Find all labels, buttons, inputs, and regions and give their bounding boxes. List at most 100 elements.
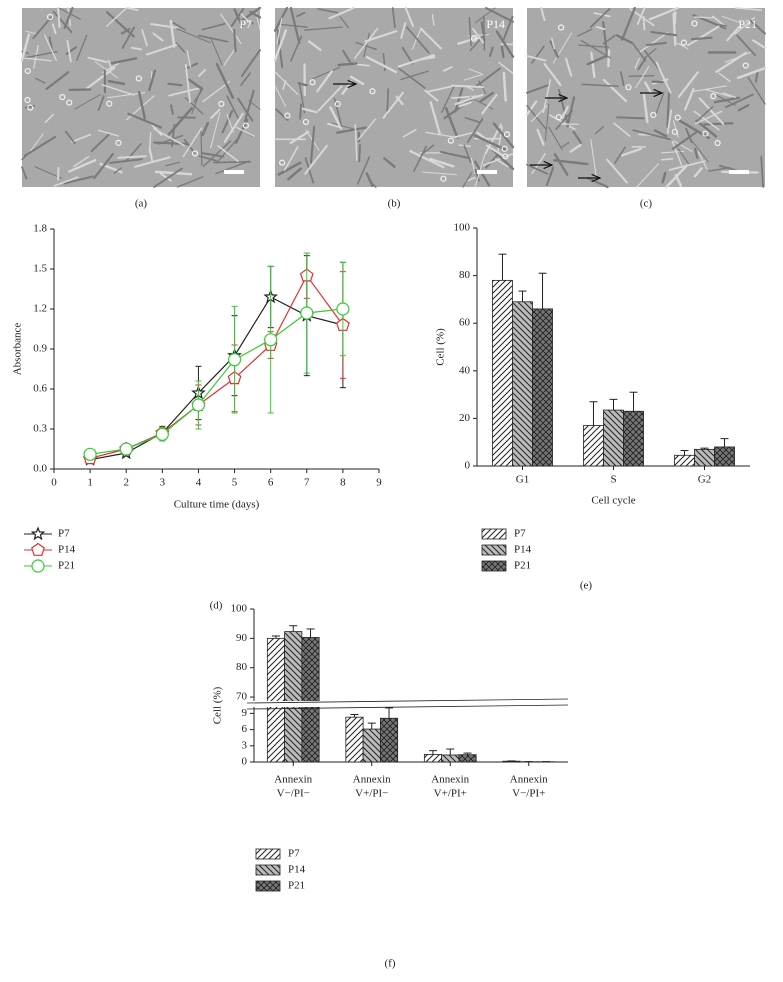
cell <box>671 141 683 166</box>
bar <box>694 448 715 467</box>
cell <box>502 71 507 102</box>
cell <box>525 84 550 94</box>
cell <box>21 155 28 161</box>
y-axis-label: Absorbance <box>12 323 24 376</box>
cell <box>406 26 430 54</box>
cell <box>283 146 299 171</box>
cell <box>545 166 555 186</box>
cell <box>637 57 647 71</box>
cell <box>540 7 546 21</box>
cell <box>498 61 514 75</box>
cell-body <box>447 137 454 144</box>
legend-marker <box>31 542 45 556</box>
cell <box>221 109 234 134</box>
cell <box>594 126 605 135</box>
cell <box>544 103 550 141</box>
cell <box>304 26 343 31</box>
cell <box>301 107 318 114</box>
cell <box>479 91 495 103</box>
cell <box>593 12 611 18</box>
y-tick-label: 0.3 <box>33 423 47 435</box>
cell <box>473 67 501 89</box>
cell <box>152 32 164 42</box>
cell <box>365 55 398 74</box>
cell <box>694 16 714 19</box>
cell-body <box>680 39 687 46</box>
panel-label: P14 <box>486 17 505 31</box>
cell <box>536 128 545 146</box>
cell <box>454 87 464 113</box>
x-tick-label: V−/PI− <box>277 788 310 800</box>
x-tick-label: G1 <box>516 474 529 486</box>
cell <box>59 7 81 20</box>
bar <box>623 410 644 467</box>
cell <box>661 171 667 184</box>
cell <box>216 135 241 164</box>
cell <box>422 171 458 176</box>
cell-body <box>284 112 291 119</box>
cell <box>736 34 756 57</box>
cell <box>586 55 607 66</box>
cell <box>439 150 471 160</box>
y-tick-label: 80 <box>236 661 248 673</box>
bar <box>714 446 735 467</box>
x-tick-label: 8 <box>340 477 346 489</box>
cell <box>463 144 472 163</box>
y-tick-label: 20 <box>459 412 471 424</box>
cell <box>526 55 547 62</box>
cell <box>226 95 240 121</box>
cell <box>462 172 473 188</box>
cell <box>273 29 288 62</box>
cell <box>569 143 582 153</box>
cell <box>634 57 640 69</box>
cell <box>141 28 148 47</box>
cell <box>676 42 689 50</box>
cell <box>694 110 723 125</box>
legend-label: P21 <box>288 880 305 892</box>
cell-body <box>650 111 657 119</box>
cell <box>697 151 708 170</box>
x-tick-label: 1 <box>87 477 93 489</box>
cell <box>400 22 407 39</box>
cell <box>421 144 435 156</box>
cell-body <box>66 99 73 106</box>
cell <box>694 147 699 159</box>
x-tick-label: 4 <box>196 477 202 489</box>
cell <box>693 167 703 178</box>
legend-label: P14 <box>288 864 306 876</box>
cell <box>463 73 484 81</box>
cell <box>106 11 135 38</box>
cell <box>607 49 611 68</box>
cell <box>724 51 754 63</box>
cell <box>240 72 252 86</box>
cell <box>648 6 679 21</box>
scale-bar <box>224 170 244 174</box>
cell <box>160 172 172 182</box>
cell <box>722 92 736 98</box>
cell <box>33 44 39 70</box>
cell <box>718 72 731 83</box>
cell <box>468 68 482 75</box>
cell <box>691 140 709 163</box>
y-tick-label: 0.9 <box>33 343 47 355</box>
bar <box>532 308 553 467</box>
cell <box>113 167 122 174</box>
cell-body <box>27 104 34 111</box>
scale-bar <box>729 170 749 174</box>
cell <box>22 51 58 59</box>
cell <box>474 7 496 24</box>
cell <box>760 155 765 188</box>
series-line <box>89 296 344 461</box>
cell <box>105 7 128 27</box>
cell <box>233 28 237 53</box>
cell <box>628 75 655 78</box>
cell <box>137 91 147 120</box>
cell <box>148 69 157 92</box>
bar <box>492 279 513 467</box>
cell <box>87 56 108 64</box>
cell <box>620 6 636 41</box>
legend-label: P14 <box>514 544 532 556</box>
cell <box>202 140 232 167</box>
cell <box>76 34 88 62</box>
cell <box>175 42 186 53</box>
